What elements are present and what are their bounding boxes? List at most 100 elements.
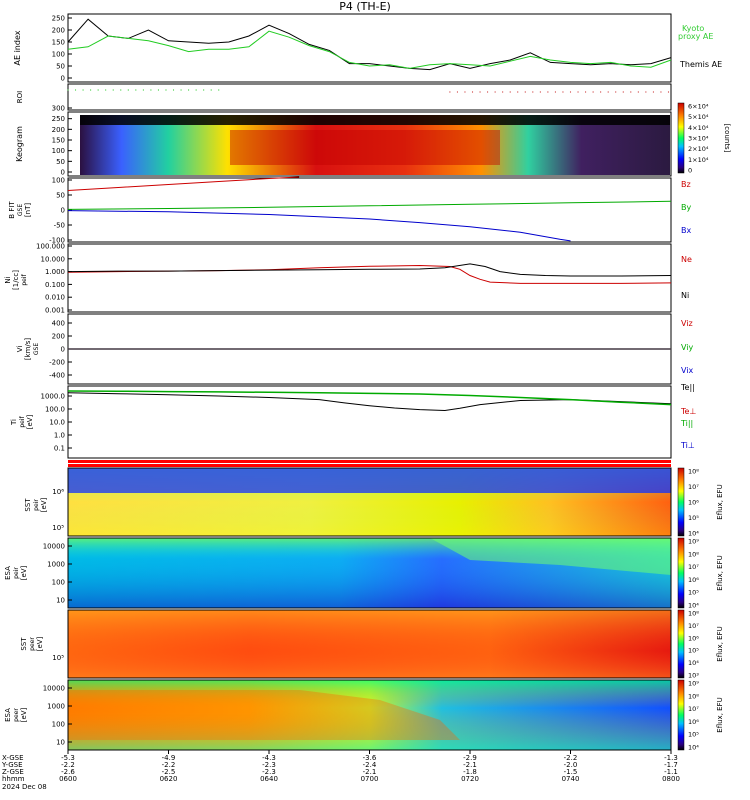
roi-dot bbox=[569, 91, 572, 93]
sst-ion-colorbar-label: Eflux, EFU bbox=[716, 626, 724, 661]
keogram-core bbox=[230, 130, 500, 165]
esa-electron-colorbar-tick: 10⁶ bbox=[688, 576, 699, 584]
bfield-ylabel: B FIT bbox=[8, 201, 16, 219]
esa-electron-colorbar-label: Eflux, EFU bbox=[716, 555, 724, 590]
ae-ytick-label: 150 bbox=[52, 39, 65, 47]
chart-title: P4 (TH-E) bbox=[339, 0, 391, 13]
keogram-colorbar-tick: 5×10⁴ bbox=[688, 113, 709, 121]
roi-dot bbox=[203, 89, 205, 91]
roi-dot bbox=[456, 91, 459, 93]
esa-electron-highenergy-band bbox=[430, 538, 671, 575]
roi-dot bbox=[539, 91, 541, 93]
velocity-coord: GSE bbox=[33, 343, 40, 355]
xgse-value: -1.3 bbox=[664, 754, 678, 762]
esa-ion-ytick-label: 1000 bbox=[47, 703, 65, 711]
roi-dot bbox=[502, 91, 504, 93]
sst-electron-coord: peir bbox=[33, 499, 40, 511]
velocity-panel: Vi [km/s] GSE 400 200 0 -200 -400 Viz Viy Vi… bbox=[16, 313, 694, 385]
sst-ion-frame bbox=[67, 609, 672, 679]
zgse-value: -1.5 bbox=[564, 768, 578, 776]
temperature-units: [eV] bbox=[26, 414, 34, 429]
keogram-ytick-label: 150 bbox=[52, 137, 65, 145]
by-line bbox=[67, 200, 672, 210]
esa-ion-ytick-label: 100 bbox=[52, 721, 65, 729]
roi-dot bbox=[524, 91, 526, 93]
xgse-value: -4.9 bbox=[162, 754, 176, 762]
ae-ytick-label: 0 bbox=[61, 75, 65, 83]
sst-electron-panel: SST peir [eV] 10⁶ 10⁵ 10⁸ 10⁷ 10⁶ 10⁵ 10⁴ Ef… bbox=[24, 467, 724, 538]
sst-ion-colorbar-tick: 10³ bbox=[688, 672, 699, 680]
density-ytick-label: 0.001 bbox=[45, 307, 65, 315]
sst-electron-ytick-1e6: 10⁶ bbox=[52, 488, 64, 496]
esa-ion-colorbar-label: Eflux, EFU bbox=[716, 697, 724, 732]
ae-legend-themis: Themis AE bbox=[679, 60, 722, 69]
esa-ion-coord: peer bbox=[13, 708, 20, 722]
time-row-label-xgse: X-GSE bbox=[2, 754, 24, 762]
roi-dot bbox=[180, 89, 182, 91]
esa-ion-colorbar-tick: 10⁹ bbox=[688, 680, 699, 688]
roi-dot bbox=[112, 89, 114, 91]
roi-dot bbox=[667, 91, 670, 93]
roi-dot bbox=[562, 91, 564, 93]
time-tick-label: 0620 bbox=[160, 775, 178, 783]
esa-electron-units: [eV] bbox=[20, 565, 28, 580]
density-panel: Ni [1/cc] peif 100.000 10.000 1.000 0.100 0.… bbox=[4, 243, 692, 315]
bfield-ytick-label: -50 bbox=[54, 222, 65, 230]
roi-dot bbox=[157, 89, 160, 91]
kyoto-ae-line bbox=[67, 30, 672, 69]
time-tick-label: 0640 bbox=[260, 775, 278, 783]
esa-ion-colorbar-tick: 10⁵ bbox=[688, 731, 699, 739]
keogram-ytick-label: 0 bbox=[61, 169, 65, 177]
bfield-ytick-label: -100 bbox=[49, 237, 65, 245]
roi-dot bbox=[645, 91, 647, 93]
bz-line bbox=[67, 176, 300, 191]
esa-electron-colorbar-tick: 10⁸ bbox=[688, 550, 699, 558]
roi-dot bbox=[615, 91, 617, 93]
zgse-value: -2.3 bbox=[262, 768, 276, 776]
velocity-ylabel: Vi bbox=[16, 346, 24, 353]
roi-dot bbox=[509, 91, 511, 93]
temperature-legend-te-par: Te|| bbox=[680, 383, 695, 392]
bfield-ytick-label: 50 bbox=[56, 192, 65, 200]
roi-frame bbox=[67, 83, 672, 111]
time-row-label-ygse: Y-GSE bbox=[1, 761, 23, 769]
time-tick-label: 0600 bbox=[59, 775, 77, 783]
roi-dot bbox=[127, 89, 129, 91]
ae-legend-kyoto: Kyoto bbox=[682, 24, 704, 33]
esa-electron-coord: peir bbox=[13, 567, 20, 579]
themis-ae-line bbox=[67, 18, 672, 71]
velocity-legend-vix: Vix bbox=[681, 366, 694, 375]
ae-ytick-label: 100 bbox=[52, 51, 65, 59]
sst-ion-colorbar-tick: 10⁷ bbox=[688, 622, 699, 630]
ae-ytick-label: 200 bbox=[52, 27, 65, 35]
ae-ytick-label: 50 bbox=[56, 63, 65, 71]
density-ytick-label: 1.000 bbox=[45, 268, 65, 276]
time-tick-label: 0800 bbox=[662, 775, 680, 783]
roi-dot bbox=[449, 91, 451, 93]
sst-ion-units: [eV] bbox=[36, 636, 44, 651]
roi-dot bbox=[464, 91, 466, 93]
time-row-label-zgse: Z-GSE bbox=[2, 768, 24, 776]
state-bar-top bbox=[68, 460, 671, 463]
velocity-ytick-label: 200 bbox=[52, 333, 65, 341]
sst-ion-panel: SST peer [eV] 10⁵ 10⁸ 10⁷ 10⁶ 10⁵ 10⁴ 10³ Efl… bbox=[20, 609, 724, 680]
velocity-ytick-label: -200 bbox=[49, 359, 65, 367]
roi-dot bbox=[532, 91, 534, 93]
keogram-colorbar-tick: 1×10⁴ bbox=[688, 156, 709, 164]
roi-dot bbox=[195, 89, 197, 91]
zgse-value: -1.1 bbox=[664, 768, 678, 776]
roi-dot bbox=[67, 89, 69, 91]
roi-dot bbox=[547, 91, 549, 93]
sst-ion-shading bbox=[68, 610, 671, 678]
esa-ion-shading bbox=[68, 680, 671, 750]
keogram-colorbar bbox=[677, 102, 685, 174]
esa-ion-colorbar-tick: 10⁴ bbox=[688, 744, 699, 752]
ygse-value: -2.2 bbox=[61, 761, 75, 769]
keogram-colorbar-tick: 6×10⁴ bbox=[688, 103, 709, 111]
roi-dot bbox=[517, 91, 519, 93]
sst-electron-colorbar-label: Eflux, EFU bbox=[716, 484, 724, 519]
sst-electron-frame bbox=[67, 467, 672, 537]
bfield-ytick-label: 100 bbox=[52, 177, 65, 185]
roi-dot bbox=[554, 91, 557, 93]
